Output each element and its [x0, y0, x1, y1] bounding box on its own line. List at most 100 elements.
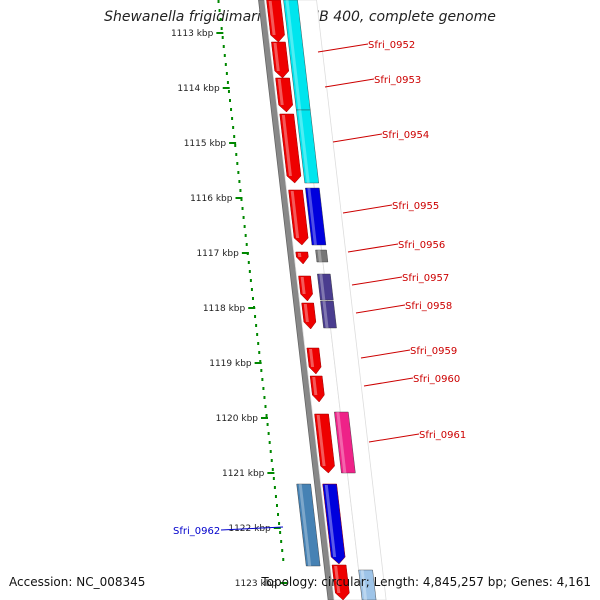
cog-block-shine [360, 570, 368, 600]
cds-arrow-shine [303, 304, 309, 322]
cds-arrow [279, 113, 302, 184]
ruler-tick-label: 1123 kbp [235, 579, 278, 589]
cog-block-shine [307, 188, 317, 245]
ruler-dot [269, 450, 272, 453]
cog-block-shine [319, 274, 326, 300]
gene-leader-line [324, 78, 375, 88]
ruler-dot [238, 180, 241, 183]
cog-block [320, 300, 337, 329]
ruler-dot [235, 153, 238, 156]
ruler-dot [265, 414, 268, 417]
cds-arrow-shine [334, 566, 341, 593]
cds-arrow-shine [277, 79, 284, 105]
ruler-dot [250, 288, 253, 291]
gene-label: Sfri_0952 [368, 40, 415, 51]
ruler-dot [271, 468, 274, 471]
gene-label: Sfri_0960 [413, 374, 460, 385]
gene-label: Sfri_0955 [392, 201, 439, 212]
cog-block [334, 411, 356, 474]
cds-arrow-shine [300, 277, 306, 294]
cds-arrow-shine [273, 43, 280, 71]
cds-arrow-shine [324, 485, 337, 557]
cds-arrow [306, 347, 322, 375]
gene-label: Sfri_0961 [419, 430, 466, 441]
ruler-dot [260, 369, 263, 372]
ruler-dot [264, 405, 267, 408]
gene-leader-line [368, 433, 420, 443]
accession-label: Accession: NC_008345 [9, 575, 146, 589]
cog-block [296, 483, 321, 567]
gene-label: Sfri_0957 [402, 273, 449, 284]
cog-block [315, 249, 329, 263]
gene-leader-line [347, 243, 399, 253]
ruler-dot [273, 486, 276, 489]
cds-arrow-shine [316, 415, 326, 466]
cog-block-shine [298, 110, 310, 183]
ruler-dot [224, 63, 227, 66]
gene-leader-line [355, 304, 406, 314]
ruler-tick-label: 1114 kbp [177, 84, 220, 94]
ruler-dot [222, 45, 225, 48]
ruler-dot [225, 72, 228, 75]
ruler-dot [254, 315, 257, 318]
ruler-dot [281, 549, 284, 552]
ruler-dot [217, 0, 220, 3]
ruler-dot [266, 423, 269, 426]
ruler-dot [282, 558, 285, 561]
ruler-dot [274, 495, 277, 498]
gene-label: Sfri_0953 [374, 75, 421, 86]
ruler-dot [261, 378, 264, 381]
ruler-dot [230, 108, 233, 111]
cog-block-shine [336, 412, 347, 473]
ruler-dot [239, 189, 242, 192]
ruler-dot [277, 513, 280, 516]
cds-arrow [322, 483, 346, 565]
ruler-tick-label: 1115 kbp [184, 139, 227, 149]
cds-arrow-shine [297, 253, 302, 257]
ruler-dot [279, 531, 282, 534]
ruler-dot [241, 207, 244, 210]
genome-backbone [258, 0, 335, 600]
gene-leader-line [342, 204, 393, 214]
cds-arrow [331, 564, 350, 600]
ruler-dot [275, 504, 278, 507]
ruler-tick-label: 1119 kbp [209, 359, 252, 369]
gene-leader-line [363, 377, 414, 387]
gene-label: Sfri_0959 [410, 346, 457, 357]
ruler-dot [244, 234, 247, 237]
gene-leader-line [360, 349, 411, 359]
gene-label: Sfri_0956 [398, 240, 445, 251]
ruler-dot [262, 387, 265, 390]
gene-leader-line [317, 43, 369, 53]
gene-label: Sfri_0958 [405, 301, 452, 312]
cog-block [296, 109, 319, 184]
cds-arrow-shine [309, 349, 315, 367]
ruler-dot [231, 117, 234, 120]
cds-arrow [309, 375, 325, 403]
cog-block [358, 569, 377, 600]
ruler-dot [247, 261, 250, 264]
ruler-tick-label: 1118 kbp [203, 304, 246, 314]
ruler-dot [234, 144, 237, 147]
ruler-dot [227, 90, 230, 93]
ruler-dot [229, 99, 232, 102]
ruler-dot [233, 135, 236, 138]
ruler-dot [236, 162, 239, 165]
cog-block-shine [322, 301, 329, 328]
ruler-dot [245, 243, 248, 246]
cds-arrow [266, 0, 285, 43]
cog-block [305, 187, 327, 246]
topology-label: Topology: circular; [261, 575, 370, 589]
genome-stats: Topology: circular; Length: 4,845,257 bp… [261, 575, 591, 589]
ruler-dot [220, 27, 223, 30]
ruler-tick-label: 1117 kbp [196, 249, 239, 259]
cds-arrow [275, 77, 293, 113]
cds-arrow [298, 275, 313, 302]
ruler-dot [223, 54, 226, 57]
cog-block-shine [317, 250, 322, 262]
ruler-tick-label: 1116 kbp [190, 194, 233, 204]
cds-arrow-shine [281, 115, 292, 176]
ruler-dot [243, 225, 246, 228]
ruler-dot [219, 18, 222, 21]
